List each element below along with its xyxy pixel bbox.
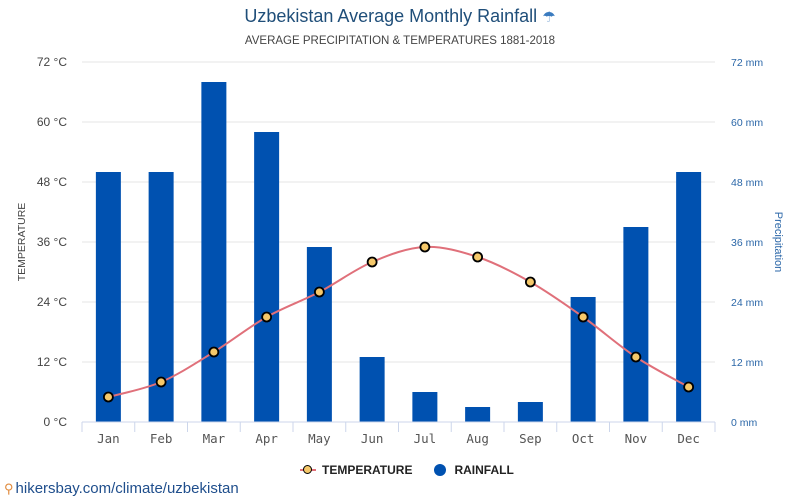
y-left-tick-label: 72 °C bbox=[37, 55, 67, 69]
y-right-tick-label: 0 mm bbox=[731, 417, 758, 429]
rainfall-legend-icon bbox=[434, 464, 447, 476]
y-right-tick-label: 48 mm bbox=[731, 177, 763, 189]
x-tick-label: Nov bbox=[625, 431, 648, 446]
x-tick-label: Jan bbox=[97, 431, 120, 446]
y-left-tick-label: 48 °C bbox=[37, 175, 67, 189]
rainfall-bar-aug[interactable] bbox=[465, 407, 491, 422]
y-left-tick-label: 36 °C bbox=[37, 235, 67, 249]
chart-title-text: Uzbekistan Average Monthly Rainfall bbox=[244, 6, 538, 26]
umbrella-icon: ☂ bbox=[542, 9, 556, 26]
x-tick-label: Sep bbox=[519, 431, 542, 446]
rainfall-bar-jul[interactable] bbox=[412, 392, 438, 422]
temperature-point-feb[interactable] bbox=[155, 376, 167, 388]
y-axis-left-title: TEMPERATURE bbox=[16, 203, 28, 282]
source-url: hikersbay.com/climate/uzbekistan bbox=[15, 480, 239, 497]
temperature-point-mar[interactable] bbox=[208, 346, 220, 358]
x-tick-label: Jul bbox=[414, 431, 437, 446]
legend-item-rainfall[interactable]: RAINFALL bbox=[434, 463, 514, 477]
source-link[interactable]: ⚲ hikersbay.com/climate/uzbekistan bbox=[4, 480, 239, 497]
rainfall-bar-may[interactable] bbox=[306, 247, 332, 422]
x-tick-label: Apr bbox=[255, 431, 278, 446]
rainfall-bar-jan[interactable] bbox=[95, 172, 121, 422]
rainfall-bar-jun[interactable] bbox=[359, 357, 385, 422]
rainfall-bar-sep[interactable] bbox=[517, 402, 543, 422]
y-right-tick-label: 36 mm bbox=[731, 237, 763, 249]
legend-label-rainfall: RAINFALL bbox=[454, 463, 514, 477]
gridlines bbox=[82, 61, 715, 363]
temperature-point-may[interactable] bbox=[313, 286, 325, 298]
y-right-tick-label: 60 mm bbox=[731, 117, 763, 129]
y-axis-right: 0 mm 12 mm 24 mm 36 mm 48 mm 60 mm 72 mm bbox=[731, 57, 763, 429]
x-tick-label: Jun bbox=[361, 431, 384, 446]
y-axis-right-title: Precipitation bbox=[772, 212, 784, 273]
legend: TEMPERATURE RAINFALL bbox=[300, 463, 536, 477]
x-axis: Jan Feb Mar Apr May Jun Jul Aug Sep Oct Nov Dec bbox=[81, 421, 716, 446]
y-axis-left: 0 °C 12 °C 24 °C 36 °C 48 °C 60 °C 72 °C bbox=[37, 55, 67, 429]
rainfall-bar-apr[interactable] bbox=[254, 132, 280, 422]
rainfall-bar-dec[interactable] bbox=[676, 172, 702, 422]
temperature-markers bbox=[102, 241, 695, 403]
temperature-point-nov[interactable] bbox=[630, 351, 642, 363]
y-left-tick-label: 60 °C bbox=[37, 115, 67, 129]
x-tick-label: Oct bbox=[572, 431, 595, 446]
x-tick-label: Feb bbox=[150, 431, 173, 446]
y-right-tick-label: 24 mm bbox=[731, 297, 763, 309]
x-tick-label: Aug bbox=[466, 431, 489, 446]
y-left-tick-label: 24 °C bbox=[37, 295, 67, 309]
temperature-point-dec[interactable] bbox=[683, 381, 695, 393]
y-left-tick-label: 0 °C bbox=[44, 415, 68, 429]
x-tick-label: May bbox=[308, 431, 331, 446]
legend-label-temperature: TEMPERATURE bbox=[322, 463, 413, 477]
legend-item-temperature[interactable]: TEMPERATURE bbox=[300, 463, 412, 477]
rainfall-bar-nov[interactable] bbox=[623, 227, 649, 422]
chart-subtitle: AVERAGE PRECIPITATION & TEMPERATURES 188… bbox=[244, 35, 556, 47]
temperature-line bbox=[108, 245, 690, 398]
y-right-tick-label: 72 mm bbox=[731, 57, 763, 69]
chart-title: Uzbekistan Average Monthly Rainfall ☂ bbox=[0, 6, 800, 27]
temperature-legend-icon bbox=[300, 465, 316, 475]
location-pin-icon: ⚲ bbox=[4, 480, 14, 496]
temperature-point-jan[interactable] bbox=[102, 391, 114, 403]
y-left-tick-label: 12 °C bbox=[37, 355, 67, 369]
rainfall-bar-mar[interactable] bbox=[201, 82, 227, 422]
temperature-point-jul[interactable] bbox=[419, 241, 431, 253]
x-tick-label: Mar bbox=[203, 431, 226, 446]
y-right-tick-label: 12 mm bbox=[731, 357, 763, 369]
temperature-point-sep[interactable] bbox=[524, 276, 536, 288]
rainfall-bars bbox=[95, 82, 702, 422]
temperature-point-aug[interactable] bbox=[472, 251, 484, 263]
x-tick-label: Dec bbox=[677, 431, 700, 446]
temperature-point-jun[interactable] bbox=[366, 256, 378, 268]
temperature-point-apr[interactable] bbox=[261, 311, 273, 323]
temperature-point-oct[interactable] bbox=[577, 311, 589, 323]
